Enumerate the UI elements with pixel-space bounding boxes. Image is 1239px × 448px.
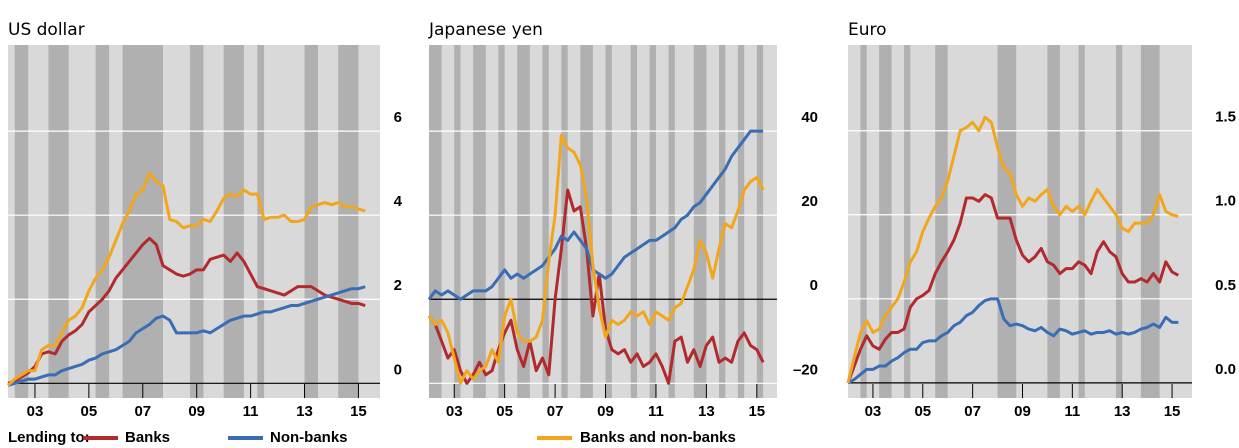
x-tick-label: 05 [496,403,513,420]
legend-title: Lending to: [8,429,90,446]
shaded-period [904,45,911,398]
shaded-period [605,45,612,398]
shaded-period [122,45,163,398]
x-tick-label: 03 [446,403,463,420]
series-line [427,129,764,301]
shaded-period [14,45,29,398]
x-tick-label: 09 [188,403,205,420]
x-tick-label: 07 [964,403,981,420]
shaded-period [756,45,764,398]
legend-label: Banks [125,429,170,446]
shaded-period [338,45,359,398]
y-tick-label: 6 [394,109,402,126]
x-tick-label: 13 [296,403,313,420]
y-tick-label: 0 [394,361,402,378]
y-tick-label: 2 [394,277,402,294]
plot-background [848,45,1192,398]
x-tick-label: 07 [134,403,151,420]
x-tick-label: 05 [914,403,931,420]
shaded-period [304,45,318,398]
x-tick-label: 11 [1064,403,1080,420]
legend-label: Banks and non-banks [580,429,736,446]
shaded-period [189,45,204,398]
y-tick-label: 4 [394,193,403,210]
series-line [6,171,366,387]
shaded-period [649,45,656,398]
y-tick-label: 20 [801,193,818,210]
x-tick-label: 03 [27,403,44,420]
y-tick-label: –20 [793,361,818,378]
shaded-period [454,45,461,398]
y-tick-label: 1.5 [1215,109,1236,126]
series-line [846,115,1179,384]
chart-title: Japanese yen [428,20,543,40]
shaded-period [257,45,265,398]
shaded-period [997,45,1017,398]
y-tick-label: 1.0 [1215,193,1236,210]
shaded-period [668,45,675,398]
x-tick-label: 15 [1164,403,1181,420]
x-tick-label: 15 [350,403,367,420]
y-tick-label: 40 [801,109,818,126]
shaded-period [517,45,530,398]
shaded-period [223,45,244,398]
x-tick-label: 07 [547,403,564,420]
shaded-period [498,45,505,398]
x-tick-label: 15 [748,403,765,420]
shaded-period [542,45,549,398]
x-tick-label: 13 [1114,403,1131,420]
x-tick-label: 03 [865,403,882,420]
shaded-period [1078,45,1085,398]
shaded-period [719,45,726,398]
series-line [847,297,1179,385]
shaded-period [935,45,948,398]
x-tick-label: 11 [648,403,664,420]
series-line [7,285,366,387]
y-tick-label: 0 [810,277,818,294]
shaded-period [860,45,867,398]
series-line [846,193,1180,384]
shaded-period [737,45,745,398]
x-tick-label: 09 [597,403,614,420]
series-line [7,236,366,385]
shaded-period [48,45,69,398]
shaded-period [580,45,593,398]
series-line [427,133,765,385]
legend-label: Non-banks [270,429,348,446]
shaded-period [1047,45,1060,398]
x-tick-label: 13 [698,403,715,420]
y-tick-label: 0.0 [1215,361,1236,378]
shaded-period [429,45,442,398]
x-tick-label: 09 [1014,403,1031,420]
shaded-period [630,45,638,398]
shaded-period [693,45,707,398]
shaded-period [95,45,110,398]
shaded-period [1140,45,1160,398]
shaded-period [473,45,486,398]
chart-title: Euro [848,20,887,40]
chart-title: US dollar [8,20,85,40]
y-tick-label: 0.5 [1215,277,1236,294]
x-tick-label: 11 [243,403,259,420]
x-tick-label: 05 [81,403,98,420]
